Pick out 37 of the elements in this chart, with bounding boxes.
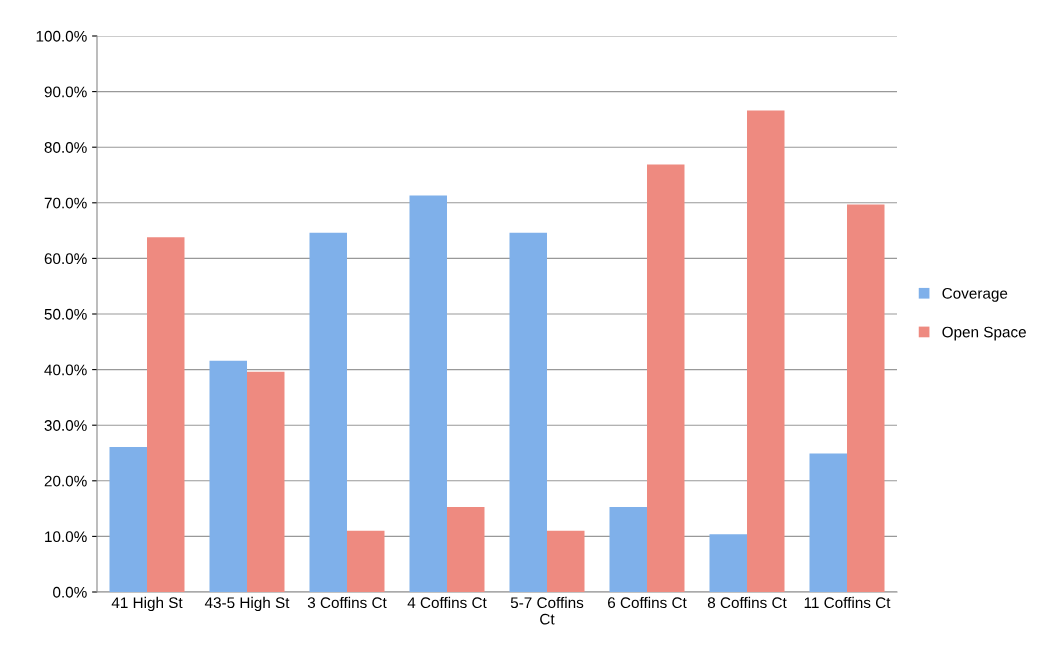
- bar: [447, 506, 485, 592]
- bar: [409, 195, 447, 592]
- x-tick-label: 11 Coffins Ct: [804, 596, 891, 609]
- y-tick-label: 70.0%: [44, 197, 87, 209]
- bar: [109, 446, 147, 592]
- x-tick-label: 5-7 Coffins Ct: [510, 596, 584, 625]
- y-tick-label: 10.0%: [45, 531, 87, 543]
- y-tick-label: 20.0%: [44, 475, 87, 487]
- bar: [347, 530, 385, 592]
- bar: [747, 110, 785, 592]
- bar: [209, 360, 247, 592]
- bar: [647, 164, 685, 592]
- x-tick-label: 8 Coffins Ct: [707, 596, 787, 609]
- bar: [509, 232, 547, 592]
- legend-label: Open Space: [942, 326, 1026, 341]
- bar: [547, 530, 585, 592]
- bar: [809, 453, 847, 592]
- bar: [709, 534, 747, 592]
- bar: [147, 237, 185, 592]
- y-tick-label: 30.0%: [44, 420, 87, 431]
- x-tick-label: 41 High St: [111, 596, 183, 612]
- bar: [609, 506, 647, 592]
- bar: [847, 204, 885, 592]
- y-tick-label: 80.0%: [44, 142, 87, 153]
- y-tick-label: 50.0%: [44, 308, 87, 320]
- legend-label: Coverage: [942, 287, 1008, 302]
- y-tick-label: 0.0%: [53, 586, 87, 598]
- y-tick-label: 100.0%: [36, 30, 87, 42]
- y-tick-label: 40.0%: [44, 364, 87, 376]
- bar: [247, 371, 285, 592]
- y-tick-label: 90.0%: [44, 86, 87, 98]
- y-tick-label: 60.0%: [44, 253, 87, 265]
- bar: [309, 232, 347, 592]
- x-tick-label: 4 Coffins Ct: [407, 596, 487, 609]
- x-tick-label: 43-5 High St: [204, 596, 290, 612]
- x-tick-label: 3 Coffins Ct: [307, 596, 387, 609]
- x-tick-label: 6 Coffins Ct: [608, 596, 687, 609]
